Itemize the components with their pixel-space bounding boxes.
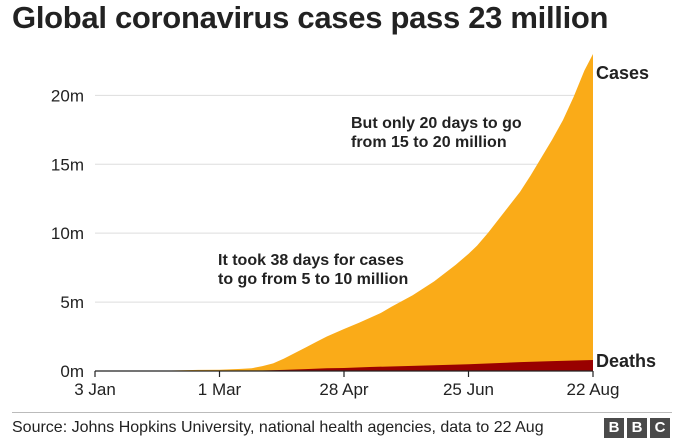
annotation-38-days-line-1: It took 38 days for cases (218, 252, 404, 269)
x-tick-label: 28 Apr (319, 380, 368, 399)
source-note: Source: Johns Hopkins University, nation… (12, 419, 544, 436)
bbc-logo: B B C (604, 418, 670, 438)
cases-area (95, 54, 593, 371)
series-label-deaths: Deaths (596, 351, 656, 371)
bbc-logo-letter: B (627, 418, 647, 438)
chart-title: Global coronavirus cases pass 23 million (12, 0, 609, 35)
annotation-20-days: But only 20 days to go from 15 to 20 mil… (351, 115, 526, 151)
area-chart: 3 Jan 1 Mar 28 Apr 25 Jun 22 Aug 0m 5m 10m 15m 2… (51, 54, 656, 399)
annotation-38-days: It took 38 days for cases to go from 5 t… (218, 252, 408, 288)
y-tick-label: 20m (51, 86, 84, 105)
annotation-20-days-line-2: from 15 to 20 million (351, 134, 507, 151)
x-axis-ticks: 3 Jan 1 Mar 28 Apr 25 Jun 22 Aug (74, 371, 619, 399)
annotation-20-days-line-1: But only 20 days to go (351, 115, 522, 132)
footer-divider (12, 412, 672, 413)
y-tick-label: 0m (60, 362, 84, 381)
y-axis-ticks: 0m 5m 10m 15m 20m (51, 86, 84, 381)
x-tick-label: 22 Aug (567, 380, 620, 399)
y-tick-label: 5m (60, 293, 84, 312)
bbc-logo-letter: C (650, 418, 670, 438)
annotation-38-days-line-2: to go from 5 to 10 million (218, 271, 408, 288)
series-label-cases: Cases (596, 63, 649, 83)
y-tick-label: 10m (51, 224, 84, 243)
x-tick-label: 25 Jun (443, 380, 494, 399)
bbc-logo-letter: B (604, 418, 624, 438)
x-tick-label: 1 Mar (198, 380, 242, 399)
deaths-area (95, 359, 593, 371)
y-tick-label: 15m (51, 155, 84, 174)
x-tick-label: 3 Jan (74, 380, 116, 399)
